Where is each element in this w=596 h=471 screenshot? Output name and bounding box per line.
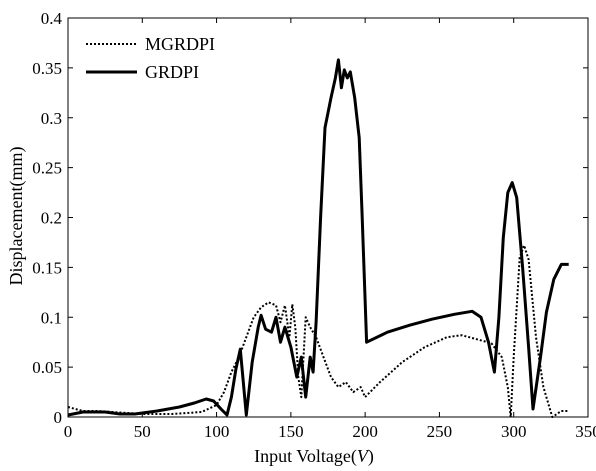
y-axis-label: Displacement(mm) — [6, 147, 27, 286]
y-tick-label: 0.3 — [41, 109, 62, 128]
y-tick-label: 0.35 — [32, 59, 62, 78]
y-tick-label: 0.1 — [41, 308, 62, 327]
x-tick-label: 250 — [427, 422, 453, 441]
x-tick-label: 50 — [134, 422, 151, 441]
series-line-grdpi — [67, 58, 569, 417]
axis-ticks: 0 50 100 150 200 250 300 350 0 0.05 0.1 0.15 0.2 0.25… — [32, 9, 596, 441]
legend-label-grdpi: GRDPI — [145, 62, 199, 82]
y-tick-label: 0.4 — [41, 9, 63, 28]
x-axis-label: Input Voltage(V) — [254, 446, 374, 467]
x-tick-label: 300 — [501, 422, 527, 441]
y-tick-label: 0.25 — [32, 159, 62, 178]
x-tick-label: 350 — [575, 422, 596, 441]
y-tick-label: 0.15 — [32, 258, 62, 277]
legend: MGRDPI GRDPI — [86, 34, 215, 82]
x-tick-label: 200 — [352, 422, 378, 441]
series-line-mgrdpi — [67, 244, 569, 418]
x-tick-label: 0 — [64, 422, 73, 441]
legend-label-mgrdpi: MGRDPI — [145, 34, 215, 54]
x-tick-label: 150 — [278, 422, 304, 441]
series-lines — [67, 58, 569, 418]
y-tick-label: 0.2 — [41, 209, 62, 228]
y-tick-label: 0.05 — [32, 358, 62, 377]
x-tick-label: 100 — [204, 422, 230, 441]
y-tick-label: 0 — [54, 408, 63, 427]
